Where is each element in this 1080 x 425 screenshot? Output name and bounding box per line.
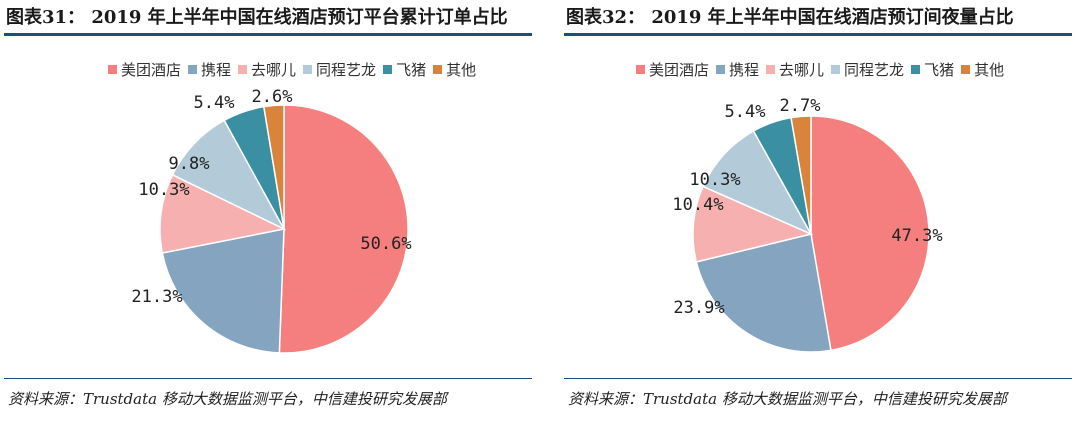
pie-slice-4 bbox=[702, 129, 813, 236]
data-label: 5.4% bbox=[725, 102, 766, 122]
legend-label: 携程 bbox=[729, 60, 760, 79]
source-note: 资料来源：Trustdata 移动大数据监测平台，中信建投研究发展部 bbox=[8, 390, 447, 408]
chart-title: 图表32： 2019 年上半年中国在线酒店预订间夜量占比 bbox=[566, 7, 1014, 28]
legend-label: 携程 bbox=[201, 60, 232, 79]
pie-slice-1 bbox=[810, 115, 930, 352]
legend-label: 飞猪 bbox=[924, 60, 955, 79]
data-label: 10.3% bbox=[689, 170, 740, 190]
legend-label: 美团酒店 bbox=[121, 60, 182, 79]
data-label: 2.6% bbox=[252, 87, 293, 107]
legend-swatch bbox=[108, 64, 117, 74]
data-label: 2.7% bbox=[780, 96, 821, 116]
legend-label: 其他 bbox=[446, 60, 477, 79]
chart-title: 图表31： 2019 年上半年中国在线酒店预订平台累计订单占比 bbox=[6, 7, 508, 28]
data-label: 50.6% bbox=[360, 234, 411, 254]
legend-swatch bbox=[911, 64, 921, 74]
legend-swatch bbox=[831, 64, 841, 74]
legend-label: 其他 bbox=[974, 60, 1005, 79]
title-rule bbox=[4, 33, 532, 36]
legend-swatch bbox=[716, 64, 726, 74]
legend-label: 同程艺龙 bbox=[316, 60, 377, 79]
data-label: 10.4% bbox=[672, 195, 723, 215]
pie-slice-2 bbox=[695, 233, 832, 353]
legend-swatch bbox=[188, 64, 198, 74]
legend-swatch bbox=[238, 64, 248, 74]
legend-item: 去哪儿 bbox=[238, 59, 296, 80]
legend-item: 携程 bbox=[188, 59, 231, 80]
legend-item: 飞猪 bbox=[383, 59, 426, 80]
pie-slice-6 bbox=[790, 115, 812, 235]
legend-swatch bbox=[303, 64, 313, 74]
legend-swatch bbox=[383, 64, 393, 74]
legend-swatch bbox=[961, 64, 971, 74]
data-label: 21.3% bbox=[131, 287, 182, 307]
legend-swatch bbox=[433, 64, 443, 74]
chart-legend: 美团酒店 携程 去哪儿 同程艺龙 飞猪 其他 bbox=[636, 58, 1011, 80]
chart-panel-right: 图表32： 2019 年上半年中国在线酒店预订间夜量占比 美团酒店 携程 去哪儿… bbox=[560, 0, 1080, 425]
source-rule bbox=[564, 378, 1072, 379]
legend-item: 携程 bbox=[716, 59, 759, 80]
legend-label: 飞猪 bbox=[396, 60, 427, 79]
legend-item: 美团酒店 bbox=[108, 59, 181, 80]
legend-label: 去哪儿 bbox=[779, 60, 825, 79]
legend-label: 同程艺龙 bbox=[844, 60, 905, 79]
legend-item: 其他 bbox=[961, 59, 1004, 80]
pie-slice-6 bbox=[262, 104, 285, 230]
pie-slice-2 bbox=[161, 228, 285, 354]
data-label: 9.8% bbox=[169, 154, 210, 174]
data-label: 5.4% bbox=[194, 93, 235, 113]
pie-chart: 47.3% 23.9% 10.4% 10.3% 5.4% 2.7% bbox=[672, 96, 943, 353]
data-label: 23.9% bbox=[673, 298, 724, 318]
pie-slice-1 bbox=[278, 104, 409, 354]
legend-item: 同程艺龙 bbox=[303, 59, 376, 80]
legend-swatch bbox=[636, 64, 645, 74]
legend-item: 同程艺龙 bbox=[831, 59, 904, 80]
legend-item: 美团酒店 bbox=[636, 59, 709, 80]
source-note: 资料来源：Trustdata 移动大数据监测平台，中信建投研究发展部 bbox=[568, 390, 1007, 408]
chart-panel-left: 图表31： 2019 年上半年中国在线酒店预订平台累计订单占比 美团酒店 携程 … bbox=[4, 7, 532, 408]
pie-chart: 50.6% 21.3% 10.3% 9.8% 5.4% 2.6% bbox=[131, 87, 412, 354]
chart-legend: 美团酒店 携程 去哪儿 同程艺龙 飞猪 其他 bbox=[108, 58, 483, 80]
legend-label: 去哪儿 bbox=[251, 60, 297, 79]
legend-item: 飞猪 bbox=[911, 59, 954, 80]
data-label: 47.3% bbox=[891, 226, 942, 246]
legend-item: 其他 bbox=[433, 59, 476, 80]
pie-slice-3 bbox=[159, 173, 287, 254]
legend-label: 美团酒店 bbox=[649, 60, 710, 79]
legend-swatch bbox=[766, 64, 776, 74]
pie-slice-4 bbox=[171, 119, 286, 231]
title-rule bbox=[564, 33, 1072, 36]
data-label: 10.3% bbox=[138, 180, 189, 200]
legend-item: 去哪儿 bbox=[766, 59, 824, 80]
source-rule bbox=[4, 378, 532, 379]
pie-slice-3 bbox=[692, 185, 814, 263]
